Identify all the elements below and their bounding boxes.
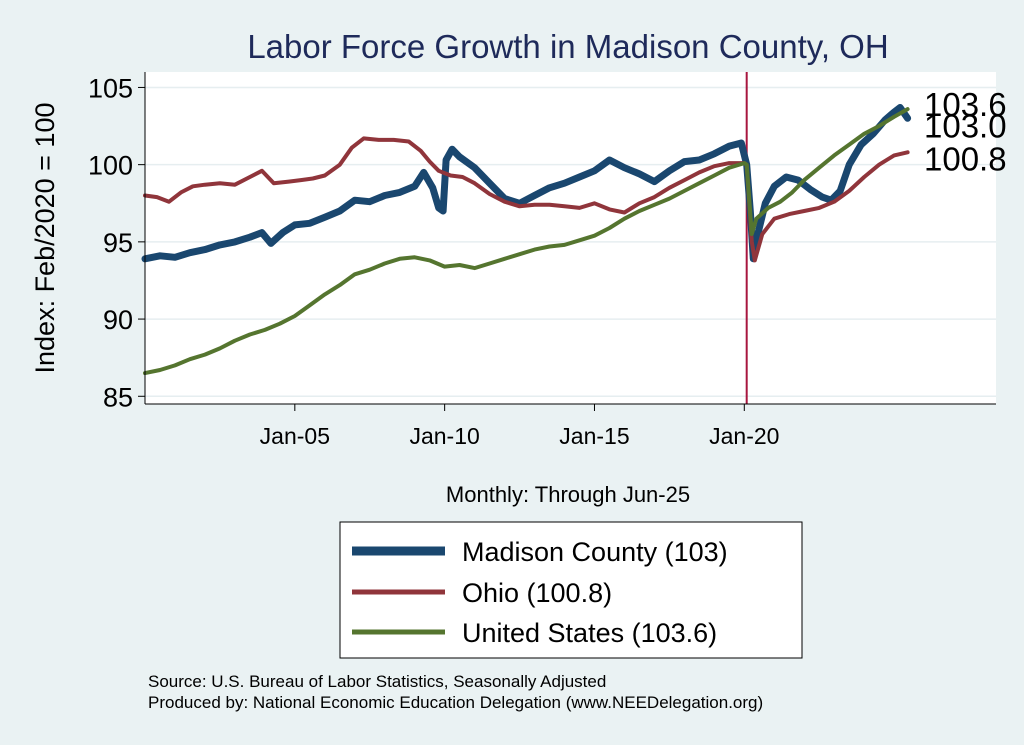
y-tick-label: 90 <box>103 305 133 335</box>
y-tick-label: 85 <box>103 382 133 412</box>
source-note: Source: U.S. Bureau of Labor Statistics,… <box>148 672 607 691</box>
plot-background <box>145 72 996 404</box>
chart-title: Labor Force Growth in Madison County, OH <box>247 28 888 65</box>
end-label: 103.0 <box>924 107 1007 144</box>
end-label: 103.6 <box>924 86 1007 123</box>
x-tick-label: Jan-10 <box>409 423 479 449</box>
legend-label-ohio: Ohio (100.8) <box>462 578 612 608</box>
x-tick-label: Jan-05 <box>260 423 330 449</box>
legend: Madison County (103) Ohio (100.8) United… <box>339 521 803 659</box>
x-tick-label: Jan-15 <box>559 423 629 449</box>
y-tick-label: 95 <box>103 228 133 258</box>
legend-label-madison: Madison County (103) <box>462 537 728 567</box>
y-axis-label: Index: Feb/2020 = 100 <box>30 103 60 374</box>
x-axis-label: Monthly: Through Jun-25 <box>446 482 690 507</box>
x-tick-label: Jan-20 <box>709 423 779 449</box>
series-line-2 <box>143 107 910 376</box>
y-axis-ticks: 85 90 95 100 105 <box>88 73 145 412</box>
series-lines <box>141 104 912 376</box>
end-label: 100.8 <box>924 140 1007 177</box>
series-line-1 <box>143 136 910 263</box>
y-tick-label: 100 <box>88 151 133 181</box>
legend-label-us: United States (103.6) <box>462 618 717 648</box>
y-tick-label: 105 <box>88 73 133 103</box>
produced-by-note: Produced by: National Economic Education… <box>148 693 764 712</box>
x-axis-ticks: Jan-05 Jan-10 Jan-15 Jan-20 <box>260 404 779 449</box>
